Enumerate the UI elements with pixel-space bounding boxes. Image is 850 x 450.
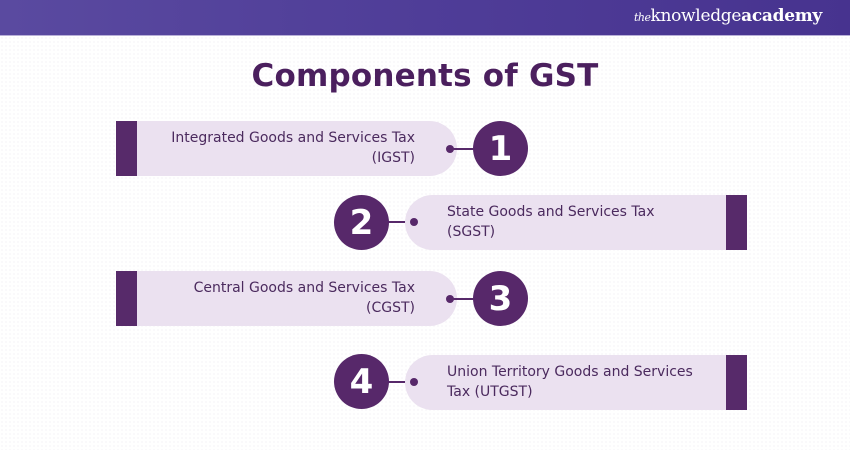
connector-line (386, 381, 412, 383)
component-pill (405, 195, 726, 250)
component-label: Union Territory Goods and Services Tax (… (447, 362, 722, 402)
diagram-title: Components of GST (251, 58, 599, 94)
number-badge: 1 (473, 121, 528, 176)
accent-bar (726, 195, 747, 250)
connector-line (450, 148, 476, 150)
accent-bar (116, 271, 137, 326)
component-name-line1: Union Territory Goods and Services (447, 364, 693, 380)
component-name-line2: (CGST) (366, 300, 415, 316)
component-label: State Goods and Services Tax (SGST) (447, 202, 717, 242)
component-name-line1: Central Goods and Services Tax (193, 280, 415, 296)
component-pill (137, 271, 457, 326)
component-name-line2: (SGST) (447, 224, 496, 240)
connector-line (450, 298, 476, 300)
brand-prefix: the (633, 11, 651, 24)
number-badge: 3 (473, 271, 528, 326)
component-name-line2: Tax (UTGST) (447, 384, 533, 400)
component-name-line2: (IGST) (371, 150, 415, 166)
component-label: Integrated Goods and Services Tax (IGST) (140, 128, 415, 168)
brand-knowledge: knowledge (650, 6, 742, 26)
number-badge: 2 (334, 195, 389, 250)
header-banner: theknowledgeacademy (0, 0, 850, 36)
accent-bar (726, 355, 747, 410)
component-label: Central Goods and Services Tax (CGST) (140, 278, 415, 318)
component-pill (405, 355, 726, 410)
connector-dot (410, 378, 418, 386)
component-name-line1: Integrated Goods and Services Tax (171, 130, 415, 146)
component-pill (137, 121, 457, 176)
brand-academy: academy (741, 6, 822, 26)
number-badge: 4 (334, 354, 389, 409)
connector-dot (410, 218, 418, 226)
connector-line (386, 221, 412, 223)
component-name-line1: State Goods and Services Tax (447, 204, 655, 220)
accent-bar (116, 121, 137, 176)
brand-logo: theknowledgeacademy (634, 6, 822, 26)
